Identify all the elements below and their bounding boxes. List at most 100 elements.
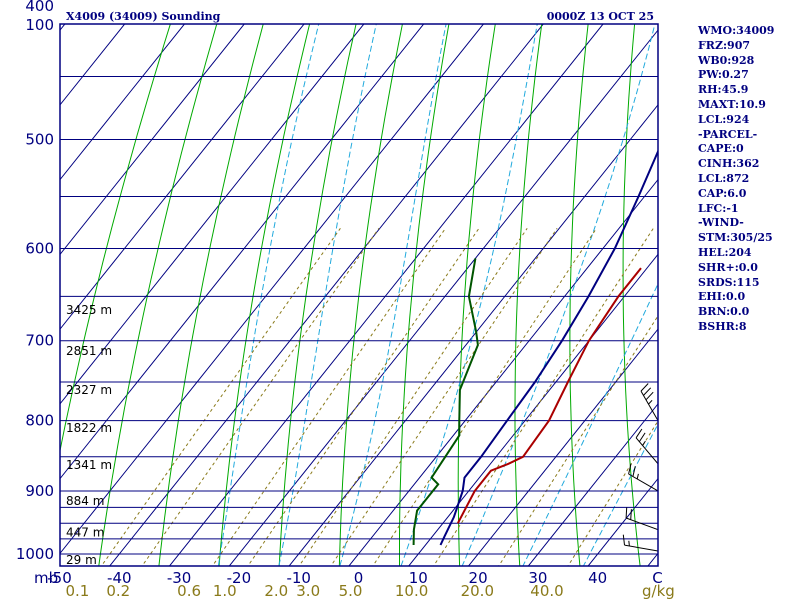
pressure-tick-label: 900 <box>25 482 54 500</box>
temperature-tick-label: -30 <box>167 569 192 587</box>
dry-adiabat-line <box>457 24 496 566</box>
temperature-tick-label: -10 <box>286 569 311 587</box>
stability-indices-panel: WMO:34009 FRZ:907 WB0:928 PW:0.27 RH:45.9 MAX… <box>698 24 774 335</box>
dry-adiabat-line <box>569 24 589 566</box>
height-label: 29 m <box>66 553 97 567</box>
index-item: EHI:0.0 <box>698 290 746 304</box>
dry-adiabat-line <box>773 0 800 572</box>
mixing-ratio-tick-label: 3.0 <box>296 582 320 600</box>
pressure-tick-label: 400 <box>25 0 54 15</box>
dry-adiabat-line <box>60 24 171 454</box>
isotherm-line <box>408 253 658 566</box>
isotherm-line <box>467 328 658 566</box>
isotherm-line <box>348 178 658 566</box>
isotherm-line <box>288 104 658 566</box>
wind-barb-flag <box>622 534 625 546</box>
wind-barb-flag <box>630 509 632 520</box>
dry-adiabat-line <box>338 24 403 566</box>
dry-adiabat-line <box>278 24 357 566</box>
wind-barb-flag <box>635 428 643 439</box>
mixing-ratio-line <box>498 314 658 566</box>
wind-barb-staff <box>640 390 658 421</box>
mixing-ratio-line <box>330 228 558 566</box>
mixing-ratio-tick-label: 1.0 <box>213 582 237 600</box>
dry-adiabat-line <box>399 24 450 566</box>
index-item: CAP:6.0 <box>698 186 747 200</box>
isotherm-line <box>60 24 485 555</box>
temperature-trace <box>439 148 658 546</box>
pressure-tick-label: 600 <box>25 240 54 258</box>
index-item: MAXT:10.9 <box>698 97 766 111</box>
mixing-ratio-line <box>211 228 446 566</box>
height-label: 1341 m <box>66 458 112 472</box>
index-item: BSHR:8 <box>698 319 747 333</box>
wind-barb-flag <box>628 463 632 475</box>
mixing-ratio-tick-label: 2.0 <box>264 582 288 600</box>
temperature-tick-label: -40 <box>107 569 132 587</box>
temperature-tick-label: 0 <box>354 569 364 587</box>
wind-barb-flag <box>640 383 649 392</box>
mixing-ratio-line <box>100 228 341 566</box>
index-item: -WIND- <box>698 216 744 230</box>
moist-adiabat-line <box>400 24 538 566</box>
index-item: CINH:362 <box>698 157 760 171</box>
index-item: LFC:-1 <box>698 201 739 215</box>
parcel-trace <box>456 267 642 524</box>
dewpoint-trace <box>412 258 479 546</box>
temperature-tick-label: C <box>652 569 662 587</box>
wind-barb-flag <box>632 466 636 477</box>
dry-adiabat-line <box>514 24 543 566</box>
pressure-tick-label: 700 <box>25 332 54 350</box>
height-label: 2327 m <box>66 383 112 397</box>
mixing-ratio-tick-label: 10.0 <box>395 582 428 600</box>
pressure-tick-label: 100 <box>25 16 54 34</box>
dry-adiabat-line <box>98 24 218 566</box>
index-item: WMO:34009 <box>698 24 775 37</box>
mixing-ratio-line <box>141 228 380 566</box>
pressure-tick-label: 1000 <box>16 545 54 563</box>
pressure-tick-label: 800 <box>25 412 54 430</box>
temperature-tick-label: 30 <box>528 569 547 587</box>
index-item: LCL:872 <box>698 171 750 185</box>
temperature-tick-label: -50 <box>47 569 72 587</box>
height-label: 3425 m <box>66 303 112 317</box>
wind-barb-staff <box>624 544 658 552</box>
height-label: 447 m <box>66 526 104 540</box>
temperature-tick-label: 20 <box>469 569 488 587</box>
mixing-ratio-tick-label: 5.0 <box>339 582 363 600</box>
wind-barb <box>640 383 658 421</box>
mixing-ratio-line <box>298 228 528 566</box>
mixing-ratio-line <box>432 228 654 566</box>
height-label: 1822 m <box>66 421 112 435</box>
mixing-ratio-line <box>567 420 658 566</box>
mixing-ratio-tick-label: 0.2 <box>106 582 130 600</box>
wind-barb <box>625 507 658 531</box>
isotherm-line <box>228 29 658 566</box>
index-item: SHR+:0.0 <box>698 260 758 274</box>
mixing-ratio-line <box>247 228 480 566</box>
index-item: BRN:0.0 <box>698 305 750 319</box>
mixing-ratio-unit-label: g/kg <box>642 582 675 600</box>
mixing-ratio-tick-label: 0.6 <box>177 582 201 600</box>
dry-adiabat-line <box>158 24 264 566</box>
index-item: HEL:204 <box>698 245 752 259</box>
dry-adiabat-line <box>218 24 311 566</box>
temperature-tick-label: -20 <box>227 569 252 587</box>
height-label: 2851 m <box>66 344 112 358</box>
index-item: STM:305/25 <box>698 231 773 245</box>
wind-barb-flag <box>638 432 646 442</box>
index-item: RH:45.9 <box>698 83 749 97</box>
pressure-tick-label: 500 <box>25 131 54 149</box>
pressure-unit-label: mb <box>34 569 58 587</box>
mixing-ratio-tick-label: 20.0 <box>461 582 494 600</box>
moist-adiabat-line <box>339 24 447 566</box>
wind-barb <box>622 534 658 552</box>
wind-barb-half-flag <box>642 440 646 446</box>
wind-barb-half-flag <box>636 473 639 480</box>
wind-barb-half-flag <box>648 399 653 405</box>
station-title: X4009 (34009) Sounding <box>66 10 221 23</box>
valid-time: 0000Z 13 OCT 25 <box>547 10 654 23</box>
height-label: 884 m <box>66 494 104 508</box>
isotherm-line <box>168 24 604 566</box>
